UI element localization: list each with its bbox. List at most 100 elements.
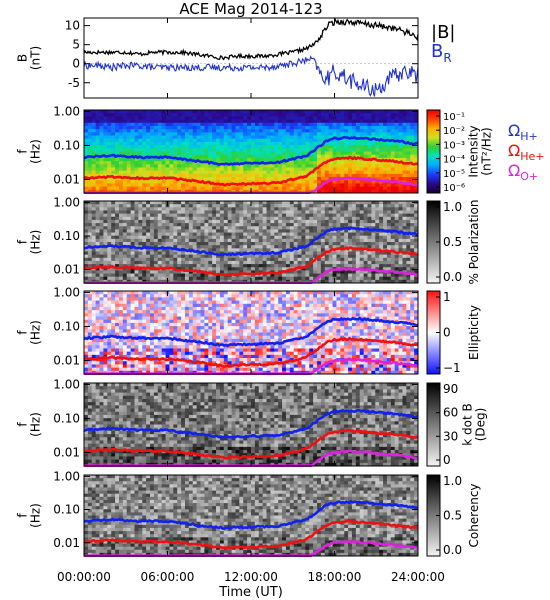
spectrogram-cell — [274, 219, 279, 224]
spectrogram-cell — [262, 267, 267, 271]
spectrogram-cell — [301, 157, 306, 162]
spectrogram-cell — [208, 183, 213, 188]
spectrogram-cell — [115, 251, 120, 256]
spectrogram-cell — [367, 189, 372, 194]
spectrogram-cell — [324, 170, 330, 175]
spectrogram-cell — [107, 161, 112, 165]
spectrogram-cell — [138, 173, 143, 178]
spectrogram-cell — [402, 235, 407, 240]
spectrogram-cell — [406, 279, 411, 284]
spectrogram-cell — [363, 145, 368, 149]
spectrogram-cell — [355, 110, 361, 114]
spectrogram-cell — [324, 173, 330, 178]
spectrogram-cell — [118, 322, 124, 327]
spectrogram-cell — [142, 303, 147, 308]
spectrogram-cell — [383, 279, 388, 284]
spectrogram-cell — [383, 232, 388, 237]
spectrogram-cell — [107, 367, 112, 372]
spectrogram-cell — [212, 110, 217, 114]
spectrogram-cell — [398, 207, 403, 211]
spectrogram-cell — [359, 219, 365, 224]
spectrogram-cell — [340, 210, 345, 215]
spectrogram-cell — [200, 145, 205, 149]
spectrogram-cell — [111, 151, 116, 156]
spectrogram-cell — [371, 148, 376, 152]
spectrogram-cell — [254, 183, 260, 188]
spectrogram-cell — [169, 254, 174, 259]
spectrogram-cell — [383, 122, 388, 127]
spectrogram-cell — [111, 145, 116, 149]
spectrogram-cell — [355, 210, 361, 215]
spectrogram-cell — [320, 279, 326, 284]
spectrogram-cell — [91, 242, 97, 246]
spectrogram-cell — [406, 264, 411, 268]
spectrogram-cell — [157, 235, 163, 240]
spectrogram-cell — [118, 367, 124, 372]
spectrogram-cell — [188, 254, 194, 259]
spectrogram-cell — [103, 122, 108, 127]
spectrogram-cell — [332, 242, 337, 246]
spectrogram-cell — [84, 183, 89, 188]
spectrogram-cell — [258, 264, 264, 268]
spectrogram-cell — [297, 238, 302, 243]
spectrogram-cell — [359, 189, 365, 194]
spectrogram-cell — [181, 216, 186, 221]
spectrogram-cell — [134, 141, 139, 146]
spectrogram-cell — [161, 232, 166, 237]
spectrogram-cell — [188, 110, 194, 114]
spectrogram-cell — [122, 145, 128, 149]
spectrogram-cell — [95, 148, 100, 152]
spectrogram-cell — [258, 257, 264, 262]
spectrogram-cell — [150, 235, 155, 240]
spectrogram-cell — [247, 110, 252, 114]
spectrogram-cell — [107, 361, 112, 365]
spectrogram-cell — [278, 116, 283, 120]
spectrogram-cell — [375, 180, 380, 184]
spectrogram-cell — [99, 201, 104, 205]
spectrogram-cell — [115, 294, 120, 298]
spectrogram-cell — [153, 232, 159, 237]
spectrogram-cell — [223, 242, 229, 246]
spectrogram-cell — [258, 129, 264, 133]
spectrogram-cell — [122, 260, 128, 265]
spectrogram-cell — [359, 229, 365, 233]
spectrogram-cell — [153, 116, 159, 120]
spectrogram-cell — [278, 186, 283, 191]
spectrogram-cell — [107, 132, 112, 136]
spectrogram-cell — [270, 226, 275, 230]
spectrogram-cell — [398, 148, 403, 152]
spectrogram-cell — [293, 207, 298, 211]
spectrogram-cell — [115, 264, 120, 268]
spectrogram-cell — [359, 183, 365, 188]
spectrogram-cell — [254, 276, 260, 281]
spectrogram-cell — [379, 232, 384, 237]
spectrogram-cell — [355, 254, 361, 259]
spectrogram-cell — [87, 186, 93, 191]
spectrogram-cell — [161, 170, 166, 175]
spectrogram-cell — [142, 138, 147, 143]
spectrogram-cell — [91, 316, 97, 321]
spectrogram-cell — [243, 151, 248, 156]
spectrogram-cell — [111, 232, 116, 237]
spectrogram-cell — [375, 113, 380, 117]
spectrogram-cell — [208, 132, 213, 136]
spectrogram-cell — [355, 238, 361, 243]
spectrogram-cell — [243, 201, 248, 205]
spectrogram-cell — [169, 238, 174, 243]
spectrogram-cell — [406, 180, 411, 184]
spectrogram-cell — [196, 177, 201, 181]
spectrogram-cell — [126, 151, 131, 156]
spectrogram-cell — [289, 276, 295, 281]
spectrogram-cell — [239, 177, 244, 181]
spectrogram-cell — [390, 279, 396, 284]
spectrogram-cell — [274, 186, 279, 191]
spectrogram-cell — [379, 201, 384, 205]
spectrogram-cell — [258, 260, 264, 265]
spectrogram-cell — [254, 132, 260, 136]
spectrogram-cell — [278, 167, 283, 172]
spectrogram-cell — [285, 229, 291, 233]
spectrogram-cell — [87, 319, 93, 324]
spectrogram-cell — [297, 113, 302, 117]
spectrogram-cell — [134, 151, 139, 156]
spectrogram-cell — [301, 267, 306, 271]
